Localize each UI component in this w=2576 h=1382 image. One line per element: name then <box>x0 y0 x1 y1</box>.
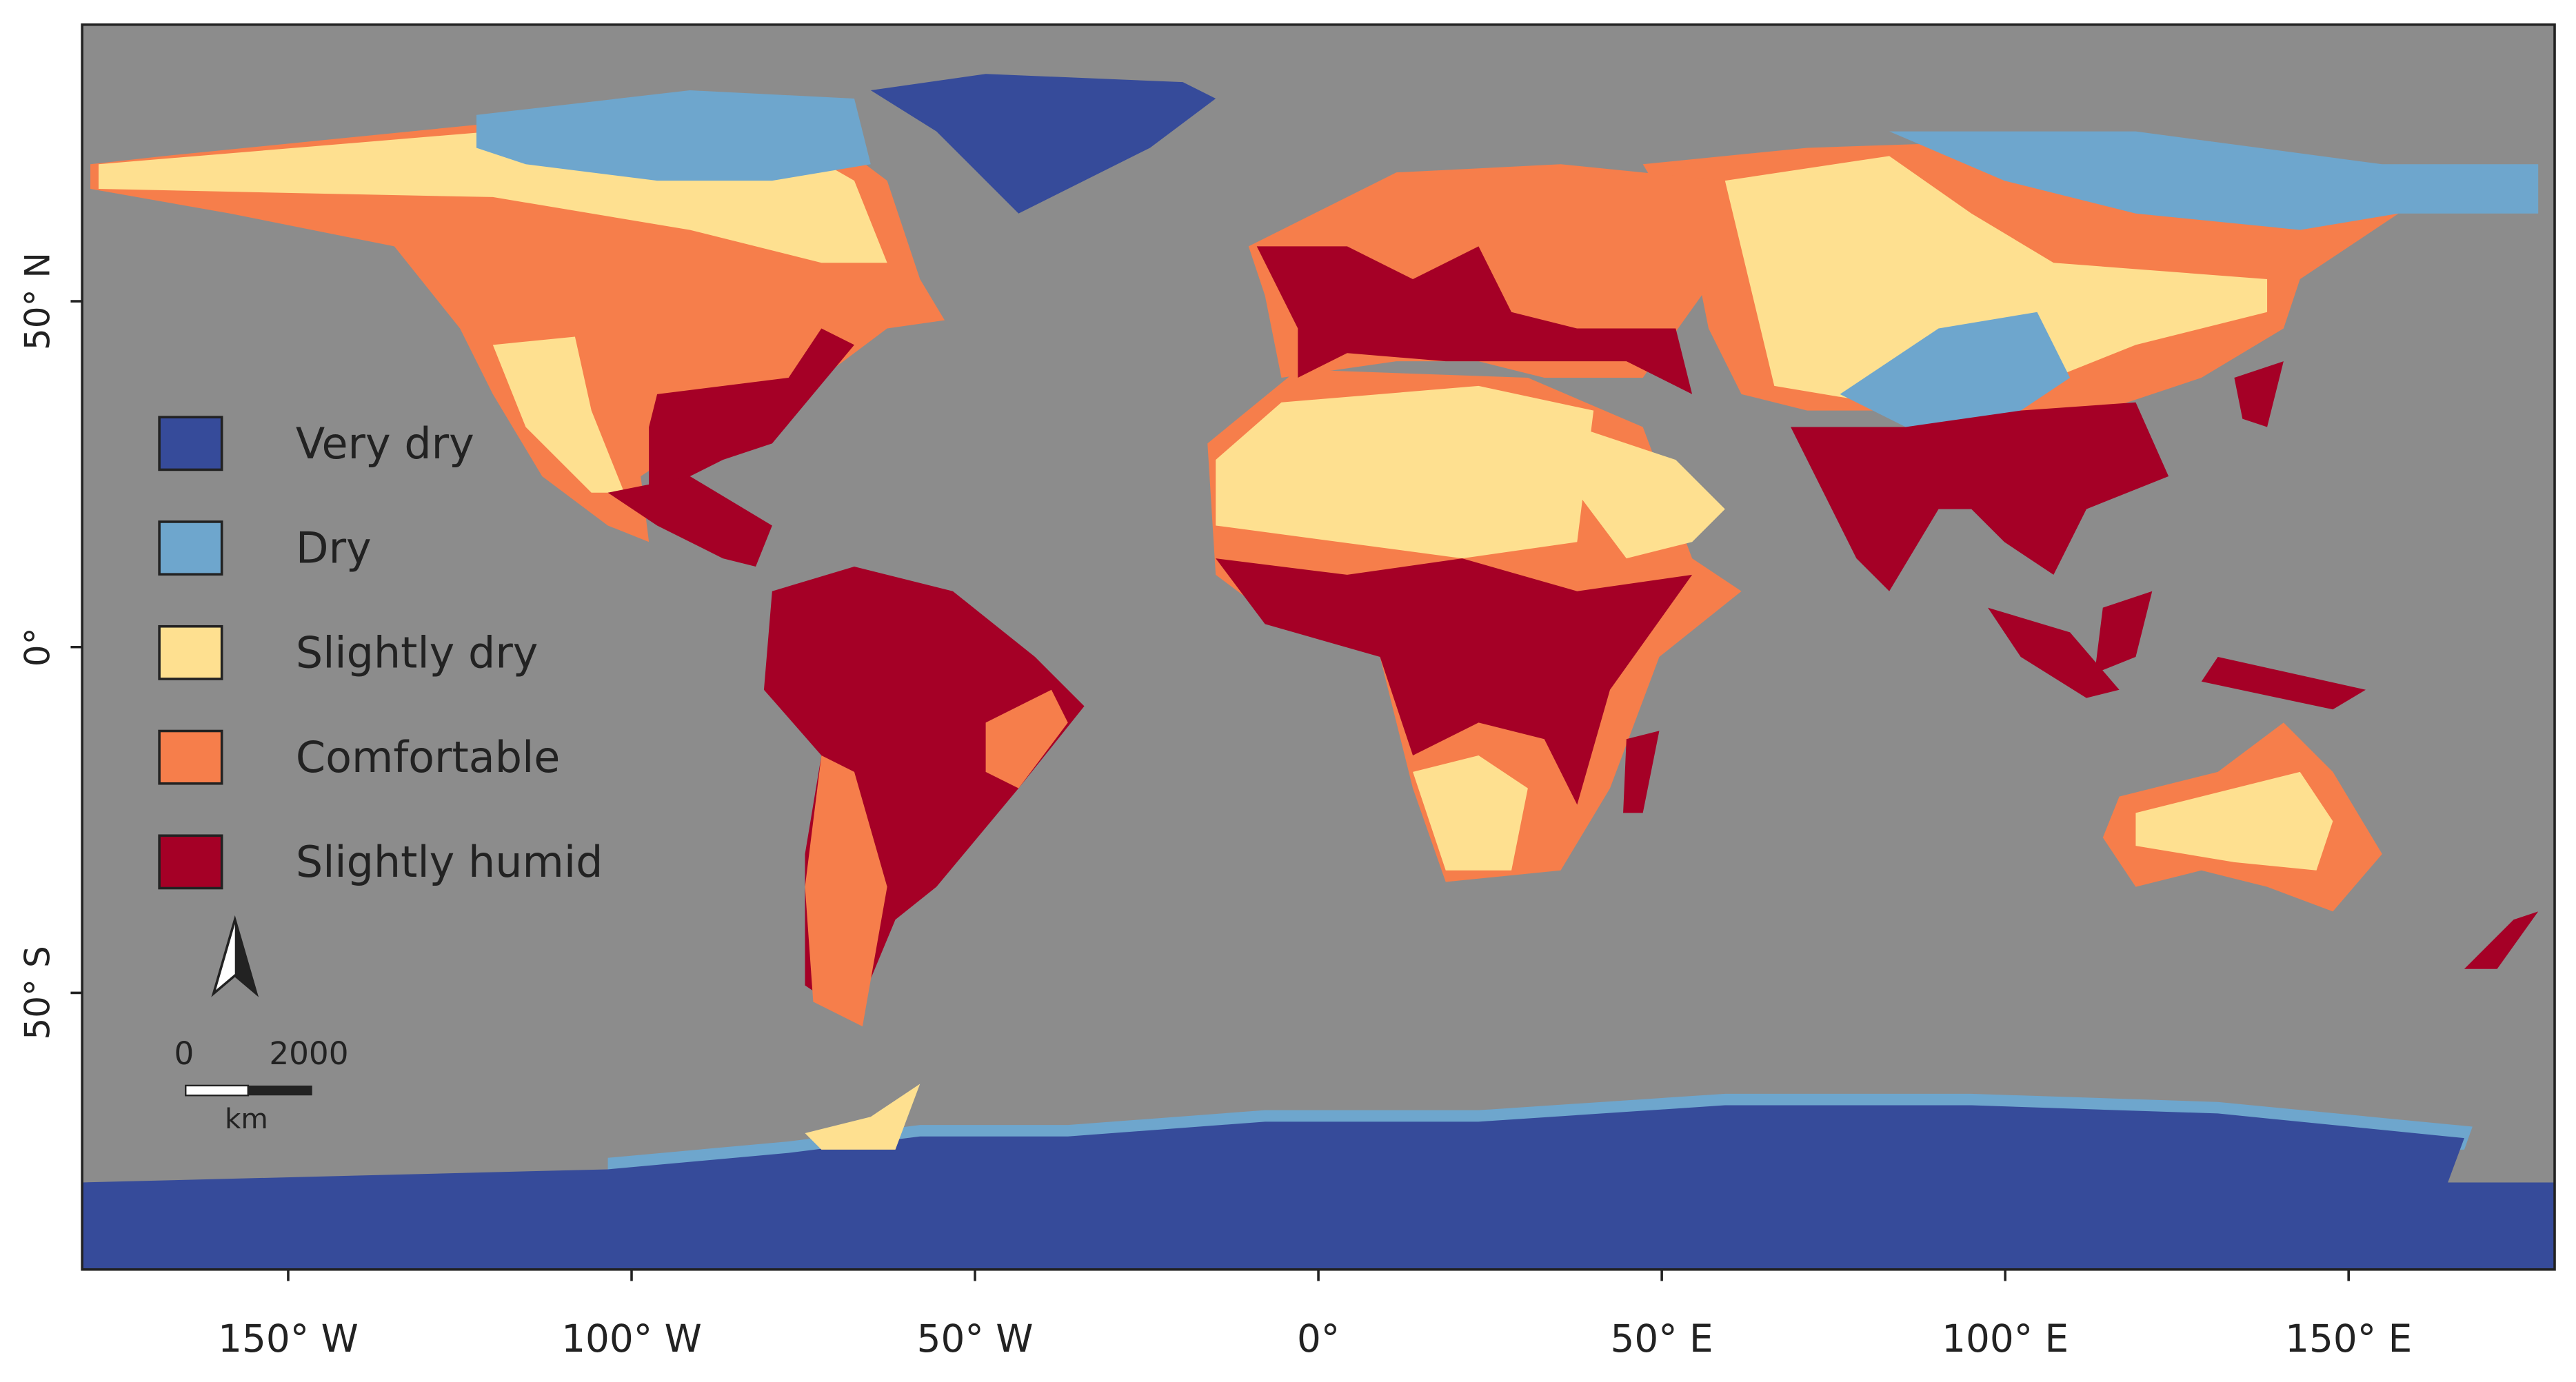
scale-bar <box>185 1084 249 1097</box>
brazil-east <box>985 689 1068 789</box>
sahara <box>1216 385 1594 559</box>
x-tick-label: 150° E <box>2285 1317 2412 1361</box>
central-america <box>607 476 772 567</box>
siberia <box>1889 131 2539 230</box>
sumatra <box>1988 607 2120 698</box>
x-tick-label: 150° W <box>218 1317 359 1361</box>
australia-interior <box>2135 771 2333 871</box>
new-guinea <box>2201 657 2366 710</box>
y-tick-label: 50° N <box>17 252 57 350</box>
central-africa <box>1216 558 1693 805</box>
central-asia <box>1724 156 2268 419</box>
scale-bar <box>248 1085 312 1096</box>
borneo <box>2094 591 2153 673</box>
x-tick-label: 100° E <box>1942 1317 2069 1361</box>
arabia <box>1577 427 1725 559</box>
x-tick-label: 50° W <box>917 1317 1034 1361</box>
antarctica <box>82 1105 2555 1270</box>
legend-swatch <box>158 624 223 680</box>
kalahari <box>1413 755 1528 871</box>
x-tick-label: 50° E <box>1611 1317 1713 1361</box>
legend: Very dry Dry Slightly dry Comfortable Slight… <box>158 416 603 890</box>
land <box>82 74 2555 1270</box>
madagascar <box>1623 731 1660 813</box>
patagonia <box>805 755 887 1027</box>
south-asia <box>1791 402 2169 591</box>
y-tick-label: 50° S <box>17 946 57 1039</box>
legend-label: Slightly dry <box>296 628 539 678</box>
legend-label: Slightly humid <box>296 837 603 887</box>
legend-label: Very dry <box>296 419 474 469</box>
legend-swatch <box>158 834 223 890</box>
legend-swatch <box>158 729 223 785</box>
scale-unit: km <box>225 1102 268 1135</box>
legend-swatch <box>158 416 223 471</box>
japan <box>2234 361 2284 427</box>
x-tick-label: 100° W <box>561 1317 702 1361</box>
eastern-us <box>649 328 854 493</box>
new-zealand <box>2464 911 2539 969</box>
legend-label: Comfortable <box>296 733 561 782</box>
scale-label: 0 <box>174 1035 194 1072</box>
legend-label: Dry <box>296 524 372 573</box>
antarctic-peninsula <box>805 1084 920 1150</box>
x-tick-label: 0° <box>1297 1317 1340 1361</box>
greenland <box>870 74 1216 214</box>
y-tick-label: 0° <box>17 627 57 667</box>
arctic-canada <box>476 90 871 181</box>
mongolia <box>1840 312 2071 444</box>
europe-humid <box>1256 246 1693 394</box>
legend-swatch <box>158 520 223 576</box>
scale-label: 2000 <box>269 1035 348 1072</box>
us-west <box>492 336 625 493</box>
